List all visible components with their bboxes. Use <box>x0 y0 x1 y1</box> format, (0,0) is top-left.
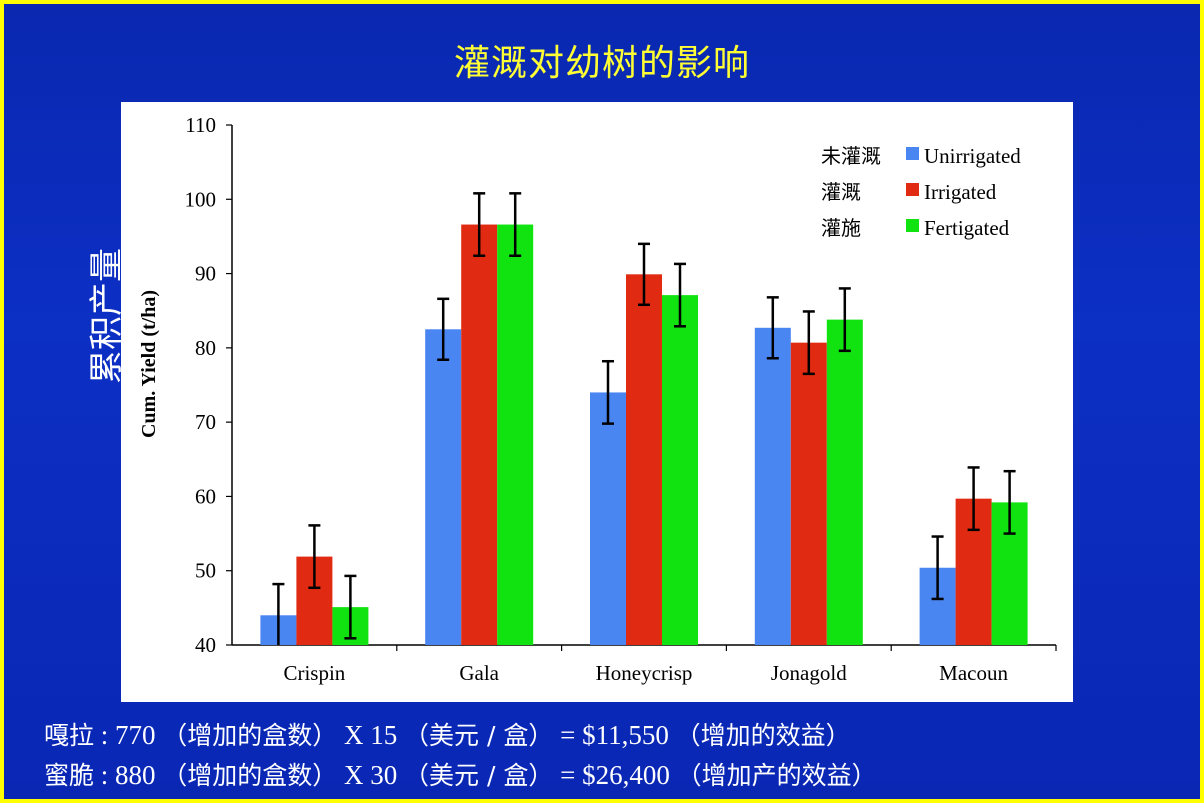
y-tick-label: 40 <box>195 633 216 657</box>
bar-irrigated-gala <box>461 224 498 645</box>
benefit-note-gala: 嘎拉 : 770 （增加的盒数） X 15 （美元 / 盒） = $11,550… <box>44 716 851 752</box>
bar-fertigated-jonagold <box>826 319 863 645</box>
bar-unirrigated-honeycrisp <box>590 392 626 645</box>
note-boxes-label: （增加的盒数） <box>162 721 338 750</box>
x-tick-label: Crispin <box>283 661 345 685</box>
y-tick-label: 70 <box>195 410 216 434</box>
legend-swatch <box>906 147 919 160</box>
note-lead: 嘎拉 <box>44 721 95 750</box>
bar-fertigated-gala <box>497 224 534 645</box>
note-price: X 15 <box>344 720 398 750</box>
bar-chart: 40 50 60 70 80 90 100 110 Crispin Gala Honeycrisp J… <box>138 113 1057 685</box>
benefit-note-honeycrisp: 蜜脆 : 880 （增加的盒数） X 30 （美元 / 盒） = $26,400… <box>44 756 877 792</box>
x-tick-label: Honeycrisp <box>596 661 693 685</box>
legend-label-chinese: 灌溉 <box>821 180 861 204</box>
bar-irrigated-jonagold <box>790 342 827 645</box>
bar-unirrigated-jonagold <box>754 327 791 645</box>
chart-panel: 40 50 60 70 80 90 100 110 Crispin Gala Honeycrisp J… <box>121 102 1073 702</box>
y-tick-label: 90 <box>195 262 216 286</box>
y-axis-label: Cum. Yield (t/ha) <box>138 290 160 438</box>
y-tick-label: 100 <box>185 187 217 211</box>
legend-swatch <box>906 219 919 232</box>
bar-irrigated-honeycrisp <box>626 274 662 645</box>
chart-legend: 未灌溉 Unirrigated 灌溉 Irrigated 灌施 Fertigated <box>821 144 1021 240</box>
note-price-unit: （美元 / 盒） <box>404 721 554 750</box>
note-lead: 蜜脆 <box>44 761 95 790</box>
note-price: X 30 <box>344 760 398 790</box>
note-total-label: （增加产的效益） <box>676 761 877 790</box>
legend-label: Unirrigated <box>924 144 1021 168</box>
y-tick-label: 110 <box>185 113 216 137</box>
note-boxes: : 770 <box>100 720 156 750</box>
note-boxes: : 880 <box>100 760 156 790</box>
slide-title: 灌溉对幼树的影响 <box>453 43 750 84</box>
note-total-label: （增加的效益） <box>675 721 851 750</box>
bar-unirrigated-gala <box>425 329 462 645</box>
x-tick-label: Gala <box>459 661 499 685</box>
x-tick-label: Macoun <box>939 661 1008 685</box>
chart-error-bars <box>272 192 1016 645</box>
legend-swatch <box>906 183 919 196</box>
legend-label-chinese: 灌施 <box>821 216 861 240</box>
note-total: = $11,550 <box>560 720 669 750</box>
legend-label-chinese: 未灌溉 <box>821 144 881 168</box>
note-total: = $26,400 <box>560 760 670 790</box>
note-boxes-label: （增加的盒数） <box>162 761 338 790</box>
x-tick-label: Jonagold <box>771 661 847 685</box>
chart-bars <box>260 224 1028 645</box>
chart-axes: 40 50 60 70 80 90 100 110 Crispin Gala Honeycrisp J… <box>185 113 1057 685</box>
y-tick-label: 60 <box>195 484 216 508</box>
bar-fertigated-honeycrisp <box>662 295 698 645</box>
legend-label: Irrigated <box>924 180 997 204</box>
note-price-unit: （美元 / 盒） <box>404 761 554 790</box>
legend-label: Fertigated <box>924 216 1010 240</box>
y-tick-label: 80 <box>195 336 216 360</box>
y-tick-label: 50 <box>195 559 216 583</box>
slide: 灌溉对幼树的影响 累积产量 40 50 60 70 80 90 100 110 Crispin G… <box>4 4 1200 799</box>
